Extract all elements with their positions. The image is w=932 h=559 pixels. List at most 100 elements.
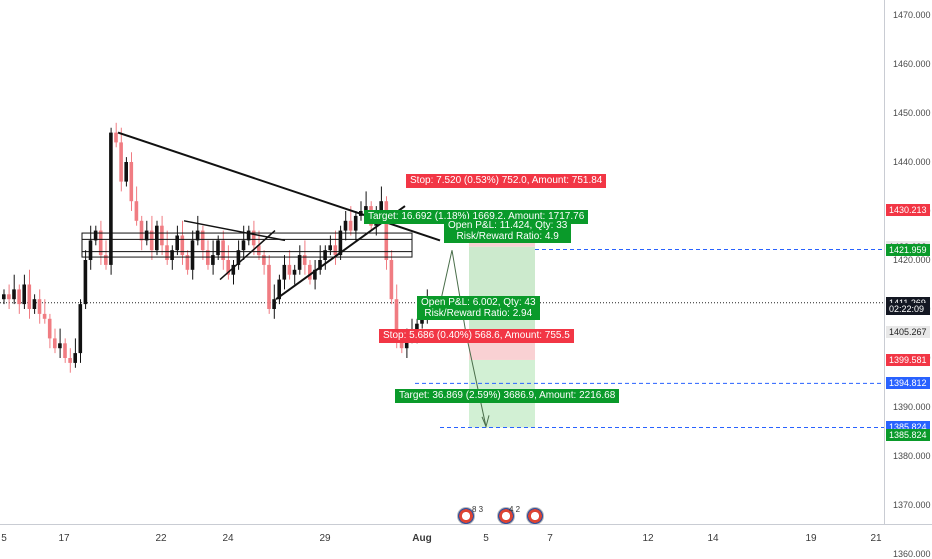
price-label: 1405.267 bbox=[886, 326, 930, 339]
candle-body bbox=[37, 299, 42, 314]
event-count: 8 3 bbox=[472, 505, 484, 514]
projection-arrowhead bbox=[481, 415, 490, 429]
projection-path bbox=[439, 250, 487, 427]
candle-body bbox=[58, 343, 62, 349]
candle-body bbox=[338, 230, 343, 256]
candle-body bbox=[53, 338, 57, 349]
candle-body bbox=[318, 260, 322, 270]
candle-body bbox=[246, 230, 251, 241]
short-stop-label[interactable]: Stop: 7.520 (0.53%) 752.0, Amount: 751.8… bbox=[406, 174, 607, 188]
candle-body bbox=[415, 323, 419, 334]
candle-body bbox=[104, 255, 108, 265]
candle-body bbox=[353, 215, 358, 231]
candle-body bbox=[42, 313, 47, 319]
long-stop-label[interactable]: Stop: 5.686 (0.40%) 568.6, Amount: 755.5 bbox=[379, 329, 574, 343]
long-pnl-label[interactable]: Open P&L: 6.002, Qty: 43 Risk/Reward Rat… bbox=[417, 296, 540, 320]
time-tick: 5 bbox=[1, 533, 7, 544]
long-pnl-text: Open P&L: 6.002, Qty: 43 bbox=[421, 297, 536, 308]
candle-body bbox=[333, 245, 338, 256]
candle-body bbox=[262, 255, 266, 265]
candle-body bbox=[287, 264, 292, 275]
price-chart[interactable] bbox=[0, 0, 884, 524]
time-tick: 29 bbox=[319, 533, 331, 544]
time-tick: 17 bbox=[58, 533, 70, 544]
candle-body bbox=[47, 318, 52, 339]
candle-body bbox=[348, 220, 353, 231]
candle-body bbox=[231, 264, 236, 275]
price-label: 1394.812 bbox=[886, 377, 930, 390]
candle-body bbox=[63, 343, 67, 358]
candle-body bbox=[129, 162, 134, 202]
candle-body bbox=[190, 240, 195, 270]
price-axis[interactable]: 1470.0001460.0001450.0001440.0001430.000… bbox=[884, 0, 932, 559]
candle-body bbox=[277, 279, 281, 300]
time-tick: 24 bbox=[222, 533, 234, 544]
event-count: 4 2 bbox=[509, 505, 521, 514]
candle-body bbox=[124, 162, 128, 182]
us-flag-icon[interactable] bbox=[526, 507, 544, 524]
candle-body bbox=[139, 220, 144, 241]
us-flag-icon[interactable] bbox=[457, 507, 475, 524]
candle-body bbox=[2, 294, 6, 300]
candle-body bbox=[32, 299, 37, 309]
time-tick: 21 bbox=[870, 533, 882, 544]
candle-body bbox=[149, 230, 154, 251]
candle-body bbox=[297, 255, 302, 270]
price-label: 1399.581 bbox=[886, 354, 930, 367]
candle-body bbox=[170, 250, 174, 260]
candle-body bbox=[78, 304, 83, 354]
candle-body bbox=[12, 289, 16, 300]
candle-body bbox=[88, 240, 93, 260]
candle-body bbox=[7, 294, 11, 300]
candle-body bbox=[160, 225, 164, 246]
candle-body bbox=[221, 240, 225, 260]
pennant-lower-line bbox=[219, 230, 276, 281]
price-label: 02:22:09 bbox=[886, 303, 930, 316]
price-tick: 1370.000 bbox=[893, 500, 931, 510]
chart-plot-area[interactable]: Stop: 7.520 (0.53%) 752.0, Amount: 751.8… bbox=[0, 0, 884, 524]
price-tick: 1420.000 bbox=[893, 255, 931, 265]
time-axis[interactable]: 5 17 22 24 29 Aug 5 7 12 14 19 21 bbox=[0, 524, 932, 551]
candle-body bbox=[389, 260, 394, 300]
price-tick: 1440.000 bbox=[893, 157, 931, 167]
candle-body bbox=[68, 358, 72, 363]
short-pnl-label[interactable]: Open P&L: 11.424, Qty: 33 Risk/Reward Ra… bbox=[444, 219, 572, 243]
candle-body bbox=[328, 245, 332, 251]
candle-body bbox=[308, 264, 312, 280]
time-tick: 7 bbox=[547, 533, 553, 544]
time-tick: 14 bbox=[707, 533, 719, 544]
time-tick: 5 bbox=[483, 533, 489, 544]
candle-body bbox=[83, 260, 88, 305]
time-tick: 22 bbox=[155, 533, 167, 544]
candle-body bbox=[165, 245, 169, 260]
candle-body bbox=[364, 206, 368, 211]
candle-body bbox=[241, 240, 246, 251]
price-tick: 1450.000 bbox=[893, 108, 931, 118]
candle-body bbox=[144, 230, 149, 241]
candle-body bbox=[404, 338, 409, 349]
time-tick: 19 bbox=[805, 533, 817, 544]
candle-body bbox=[22, 284, 26, 305]
price-label: 1430.213 bbox=[886, 203, 930, 216]
long-target-label[interactable]: Target: 36.869 (2.59%) 3686.9, Amount: 2… bbox=[395, 389, 620, 403]
candle-body bbox=[175, 235, 179, 251]
range-box bbox=[81, 232, 413, 258]
time-tick: 12 bbox=[642, 533, 654, 544]
time-tick: Aug bbox=[412, 533, 432, 544]
candle-body bbox=[180, 235, 185, 256]
price-tick: 1460.000 bbox=[893, 59, 931, 69]
us-flag-icon[interactable] bbox=[497, 507, 515, 524]
candle-body bbox=[267, 264, 271, 309]
candle-body bbox=[323, 250, 327, 260]
candle-body bbox=[93, 230, 98, 241]
candle-body bbox=[226, 260, 230, 275]
candle-body bbox=[27, 284, 32, 309]
long-rr-text: Risk/Reward Ratio: 2.94 bbox=[424, 308, 533, 319]
price-tick: 1380.000 bbox=[893, 451, 931, 461]
candle-body bbox=[211, 255, 215, 265]
candle-body bbox=[272, 299, 276, 309]
candle-body bbox=[379, 201, 383, 216]
candle-body bbox=[200, 230, 205, 251]
candle-body bbox=[17, 289, 21, 305]
candle-body bbox=[394, 299, 399, 339]
